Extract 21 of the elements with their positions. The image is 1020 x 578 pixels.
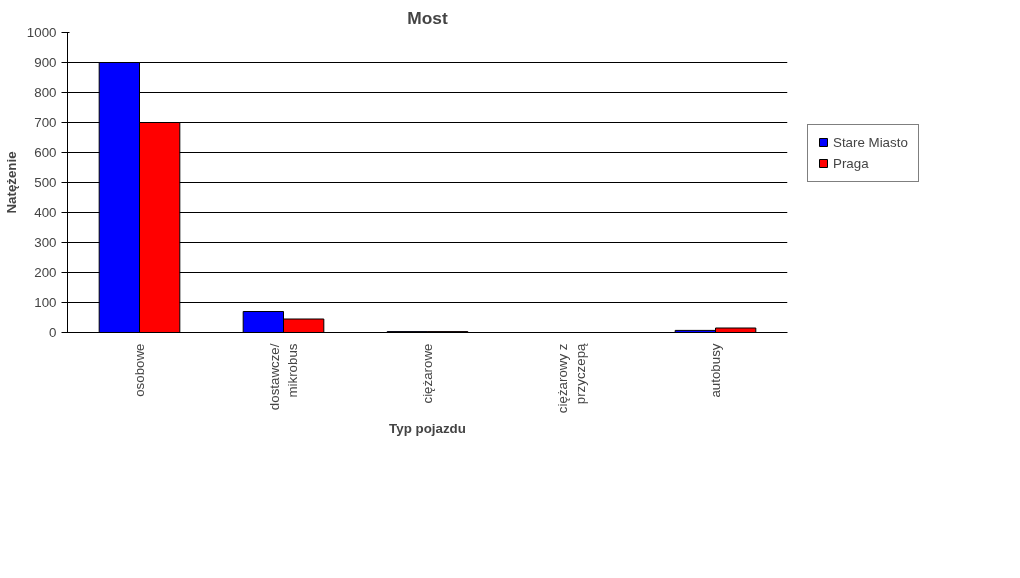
y-tick-label: 600	[34, 145, 57, 160]
y-tick-label: 500	[34, 175, 57, 190]
x-tick-label: ciężarowy z przyczepą	[555, 342, 588, 414]
x-tick-label: osobowe	[132, 343, 147, 397]
y-tick-label: 0	[49, 325, 57, 340]
chart-title: Most	[407, 7, 448, 28]
legend-label: Praga	[833, 155, 869, 171]
y-tick-label: 700	[34, 115, 57, 130]
y-tick-label: 900	[34, 55, 57, 70]
y-tick-label: 1000	[26, 25, 57, 40]
legend-label: Stare Miasto	[833, 134, 908, 150]
y-tick-label: 100	[34, 295, 57, 310]
y-tick-label: 800	[34, 85, 57, 100]
y-tick-label: 200	[34, 265, 57, 280]
y-tick-label: 400	[34, 205, 57, 220]
x-tick-label: autobusy	[708, 343, 723, 398]
y-tick-label: 300	[34, 235, 57, 250]
y-axis-title: Natężenie	[3, 151, 19, 214]
x-tick-label: dostawcze/ mikrobus	[267, 343, 300, 411]
x-tick-label: ciężarowe	[420, 343, 435, 404]
x-axis-title: Typ pojazdu	[389, 421, 466, 437]
